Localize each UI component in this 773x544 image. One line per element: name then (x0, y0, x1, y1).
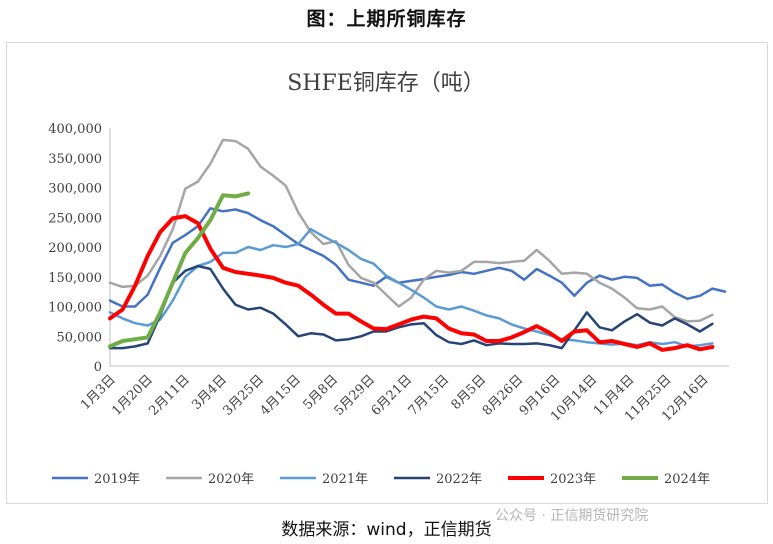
y-tick-label: 300,000 (48, 182, 102, 197)
legend-label: 2024年 (664, 472, 710, 487)
y-tick-label: 400,000 (48, 122, 102, 137)
x-axis: 1月3日1月20日2月11日3月4日3月25日4月15日5月8日5月29日6月2… (78, 365, 729, 425)
y-tick-label: 100,000 (48, 301, 102, 316)
series-line-5 (108, 214, 715, 352)
source-text: 数据来源：wind，正信期货 (281, 520, 492, 540)
y-tick-label: 0 (94, 360, 102, 375)
legend-label: 2020年 (208, 472, 254, 487)
legend-label: 2023年 (550, 472, 596, 487)
legend: 2019年 2020年 2021年 2022年 2023年 2024年 (52, 472, 710, 487)
x-tick-label: 4月15日 (258, 372, 305, 419)
legend-label: 2022年 (436, 472, 482, 487)
series-line-4 (108, 264, 714, 350)
y-tick-label: 50,000 (57, 330, 103, 345)
y-tick-label: 350,000 (48, 152, 102, 167)
watermark: 公众号 · 正信期货研究院 (495, 508, 649, 524)
series-line-6 (108, 191, 251, 349)
series-line-3 (108, 227, 714, 348)
series-line-2 (108, 138, 714, 323)
series-line-1 (108, 207, 727, 308)
series-lines (108, 138, 727, 352)
chart-title: SHFE铜库存（吨） (287, 71, 485, 96)
legend-label: 2019年 (94, 472, 140, 487)
y-axis: 0 50,000 100,000 150,000 200,000 250,000 300,0… (48, 122, 111, 375)
legend-label: 2021年 (322, 472, 368, 487)
x-tick-label: 2月11日 (146, 372, 193, 419)
y-tick-label: 150,000 (48, 271, 102, 286)
y-tick-label: 200,000 (48, 241, 102, 256)
figure-title: 图：上期所铜库存 (306, 8, 467, 30)
chart-frame (6, 42, 768, 504)
x-tick-label: 7月15日 (406, 372, 453, 419)
y-tick-label: 250,000 (48, 211, 102, 226)
